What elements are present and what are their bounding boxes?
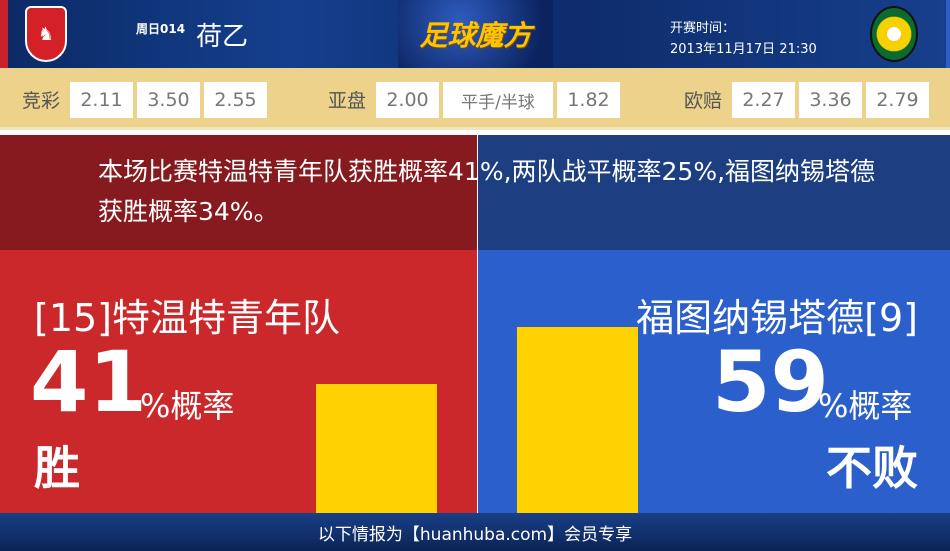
euro-odds-draw: 3.36 (799, 82, 862, 118)
euro-odds-away: 2.79 (866, 82, 929, 118)
league-name: 荷乙 (196, 22, 249, 52)
jingcai-odds-home: 2.11 (70, 82, 133, 118)
summary-bg-home (0, 135, 477, 250)
away-team-crest (870, 6, 918, 62)
home-team-name: [15]特温特青年队 (34, 296, 341, 340)
asian-handicap: 平手/半球 (443, 82, 553, 118)
home-result: 胜 (34, 441, 80, 495)
prediction-summary: 本场比赛特温特青年队获胜概率41%,两队战平概率25%,福图纳锡塔德获胜概率34… (98, 157, 876, 226)
euro-label: 欧赔 (684, 90, 723, 112)
summary-bg-away (478, 135, 950, 250)
asian-odds-away: 1.82 (557, 82, 620, 118)
kickoff-time: 2013年11月17日 21:30 (670, 42, 817, 57)
match-number: 周日014 (136, 22, 186, 36)
away-result: 不败 (826, 441, 918, 495)
away-probability-bar (517, 327, 638, 513)
away-percent-suffix: %概率 (818, 387, 913, 425)
home-probability-bar (316, 383, 437, 513)
brand-logo: 足球魔方 (398, 0, 553, 68)
home-percent-suffix: %概率 (140, 387, 235, 425)
away-percent: 59 (712, 333, 829, 431)
jingcai-odds-away: 2.55 (204, 82, 267, 118)
away-team-name: 福图纳锡塔德[9] (636, 296, 918, 340)
member-footer-link[interactable]: 以下情报为【huanhuba.com】会员专享 (0, 513, 950, 551)
home-percent: 41 (30, 333, 147, 431)
kickoff-label: 开赛时间： (670, 21, 736, 36)
asian-label: 亚盘 (328, 90, 367, 112)
jingcai-label: 竞彩 (22, 90, 61, 112)
home-team-crest: ♞ (25, 6, 67, 62)
euro-odds-home: 2.27 (732, 82, 795, 118)
jingcai-odds-draw: 3.50 (137, 82, 200, 118)
asian-odds-home: 2.00 (376, 82, 439, 118)
odds-bar: 竞彩 2.11 3.50 2.55 亚盘 2.00 平手/半球 1.82 欧赔 … (0, 68, 950, 130)
